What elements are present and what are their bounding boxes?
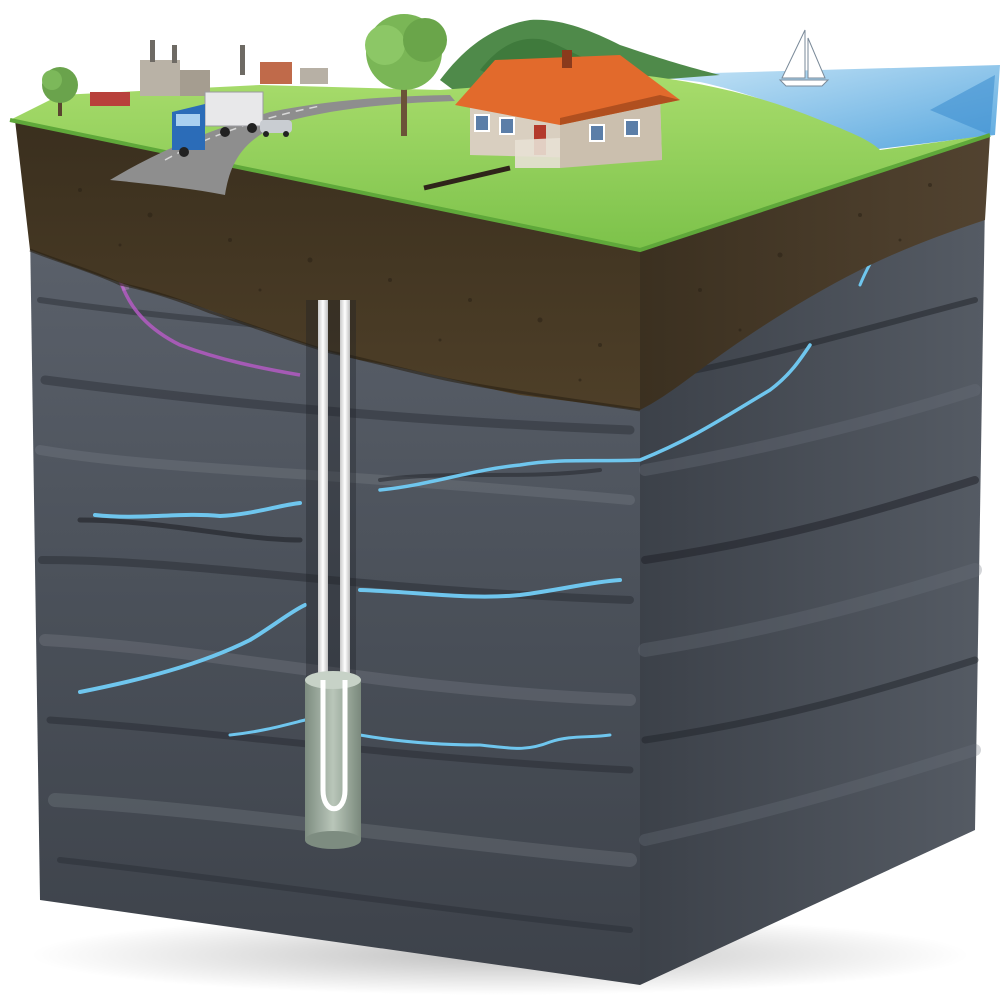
soil-texture [78, 183, 932, 382]
u-loop [320, 680, 348, 812]
borehole-icon [305, 300, 361, 849]
fracture-1 [93, 501, 302, 519]
fracture-4 [358, 578, 622, 599]
truck-icon [172, 91, 264, 157]
sailboat-icon [778, 29, 830, 87]
pipe-right [340, 300, 350, 680]
road [110, 95, 455, 195]
car-icon [260, 120, 292, 137]
tree-icon [365, 14, 447, 136]
fracture-3 [78, 603, 307, 694]
water-fractures [78, 143, 932, 750]
fracture-2 [378, 343, 812, 492]
soil-side [640, 135, 990, 410]
collector-cylinder [305, 680, 361, 840]
sea [640, 65, 1000, 150]
house-icon [423, 50, 680, 191]
fracture-6 [358, 733, 612, 750]
fracture-5 [228, 718, 307, 737]
pipe-left [318, 300, 328, 680]
bedrock-side-face [640, 200, 985, 985]
tree-icon [42, 67, 78, 116]
soil-front [15, 120, 640, 410]
